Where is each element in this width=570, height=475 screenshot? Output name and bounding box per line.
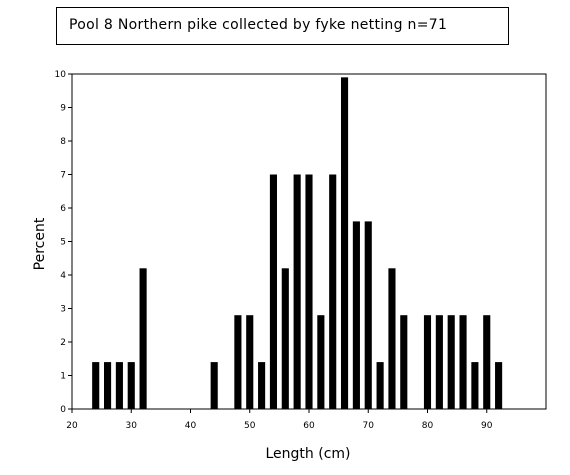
histogram-bar <box>459 315 467 409</box>
x-tick-label: 40 <box>185 421 197 431</box>
x-tick-label: 30 <box>126 421 138 431</box>
histogram-bar <box>329 174 337 409</box>
x-tick-label: 80 <box>422 421 434 431</box>
histogram-bar <box>104 362 112 409</box>
histogram-bar <box>258 362 266 409</box>
y-tick-label: 5 <box>60 238 66 248</box>
histogram-bar <box>139 268 147 409</box>
x-tick-label: 70 <box>363 421 375 431</box>
histogram-bar <box>352 221 360 409</box>
histogram-bar <box>281 268 289 409</box>
y-tick-label: 6 <box>60 204 66 214</box>
x-tick-label: 60 <box>303 421 315 431</box>
histogram-bar <box>340 77 349 409</box>
histogram-bar <box>471 362 479 409</box>
histogram-bar <box>92 362 100 409</box>
histogram-bar <box>305 174 313 409</box>
y-tick-label: 8 <box>60 137 66 147</box>
histogram-bar <box>447 315 455 409</box>
y-tick-label: 2 <box>60 338 66 348</box>
histogram-bar <box>435 315 443 409</box>
x-tick-label: 90 <box>481 421 493 431</box>
chart-title-box: Pool 8 Northern pike collected by fyke n… <box>56 7 509 45</box>
histogram-bar <box>364 221 372 409</box>
histogram-bar <box>293 174 301 409</box>
histogram-bar <box>210 362 218 409</box>
y-tick-label: 3 <box>60 305 66 315</box>
histogram-bar <box>483 315 491 409</box>
y-tick-label: 4 <box>60 271 66 281</box>
histogram-bar <box>376 362 384 409</box>
histogram-bar <box>246 315 254 409</box>
histogram-bar <box>317 315 325 409</box>
y-tick-label: 7 <box>60 171 66 181</box>
histogram-bar <box>234 315 242 409</box>
y-axis-title: Percent <box>32 217 48 270</box>
y-tick-label: 0 <box>60 405 66 415</box>
histogram-bar <box>495 362 503 409</box>
histogram-bar <box>400 315 408 409</box>
chart-title: Pool 8 Northern pike collected by fyke n… <box>69 17 448 33</box>
histogram-bar <box>388 268 396 409</box>
histogram-bar <box>127 362 135 409</box>
y-tick-label: 9 <box>60 104 66 114</box>
histogram-bar <box>269 174 277 409</box>
histogram-bar <box>115 362 123 409</box>
y-tick-label: 10 <box>55 70 67 80</box>
histogram-bar <box>423 315 432 409</box>
x-axis-title: Length (cm) <box>266 446 351 462</box>
x-tick-label: 50 <box>244 421 256 431</box>
y-tick-label: 1 <box>60 372 66 382</box>
x-tick-label: 20 <box>66 421 78 431</box>
